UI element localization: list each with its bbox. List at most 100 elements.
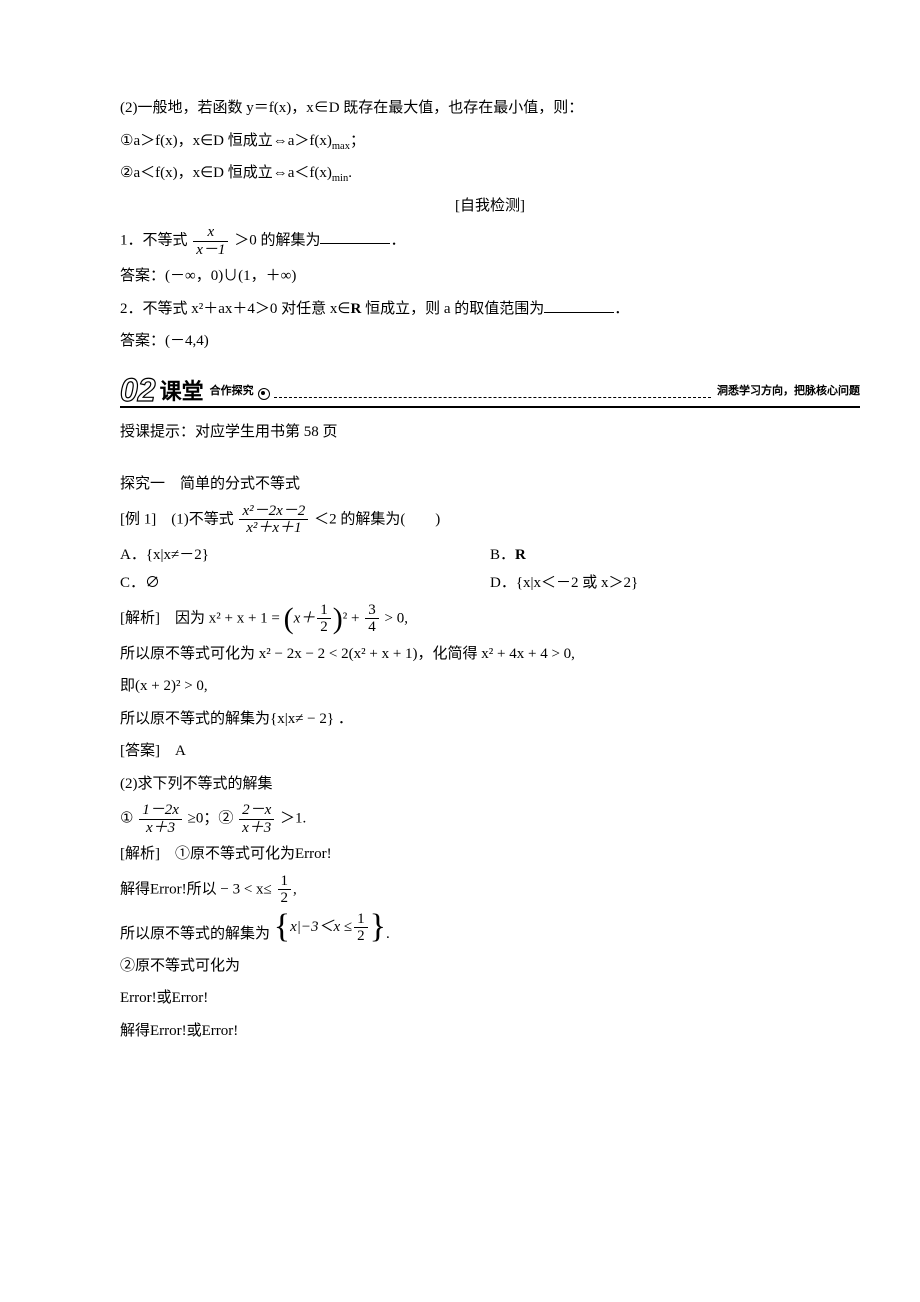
denominator: 2	[278, 890, 292, 907]
bullet-icon	[258, 388, 270, 400]
text: ≥0；②	[188, 810, 234, 826]
text: ①	[120, 810, 133, 826]
line-general: (2)一般地，若函数 y＝f(x)，x∈D 既存在最大值，也存在最小值，则：	[120, 94, 860, 123]
lbrace-icon: {	[274, 917, 290, 937]
text: 1．不等式	[120, 232, 188, 248]
fraction: 1 2	[354, 911, 368, 945]
text: ,	[293, 881, 297, 897]
example1: [例 1] (1)不等式 x²－2x－2 x²＋x＋1 ＜2 的解集为( )	[120, 503, 860, 537]
text: [解析] 因为 x² + x + 1 =	[120, 610, 280, 626]
text: ² +	[343, 610, 360, 626]
part2-items: ① 1－2x x＋3 ≥0；② 2－x x＋3 ＞1.	[120, 802, 860, 836]
denominator: 2	[354, 928, 368, 945]
analysis4: 所以原不等式的解集为{x|x≠ − 2} ．	[120, 705, 860, 734]
lparen-icon: (	[284, 602, 294, 635]
text: 恒成立，则 a 的取值范围为	[361, 301, 544, 317]
text: [答案] A	[120, 743, 186, 759]
teach-note: 授课提示：对应学生用书第 58 页	[120, 418, 860, 447]
analysis1: [解析] 因为 x² + x + 1 = (x＋12)² + 34 > 0,	[120, 602, 860, 636]
answer1: [答案] A	[120, 737, 860, 766]
banner-title: 课堂	[160, 379, 204, 405]
denominator: 2	[317, 619, 331, 636]
numerator: x	[193, 224, 228, 242]
analysis3: 即(x + 2)² > 0,	[120, 672, 860, 701]
text: 即(x + 2)² > 0,	[120, 678, 208, 694]
text: (2)求下列不等式的解集	[120, 776, 273, 792]
text: 所以原不等式的解集为	[120, 925, 270, 941]
analysis6: 解得Error!所以 − 3 < x≤ 1 2 ,	[120, 873, 860, 907]
denominator: 4	[365, 619, 379, 636]
numerator: 1	[278, 873, 292, 891]
q2: 2．不等式 x²＋ax＋4＞0 对任意 x∈R 恒成立，则 a 的取值范围为 ．	[120, 295, 860, 324]
banner-number: 02	[120, 374, 156, 406]
text: ＞1.	[280, 810, 306, 826]
text: ．	[614, 301, 629, 317]
option-c: C．∅	[120, 575, 160, 591]
analysis7: 所以原不等式的解集为 { x|−3＜x ≤ 1 2 } .	[120, 911, 860, 948]
sub-min: min	[332, 173, 348, 184]
denominator: x＋3	[139, 820, 182, 837]
a2: 答案：(－4,4)	[120, 327, 860, 356]
analysis5: [解析] ①原不等式可化为Error!	[120, 840, 860, 869]
text: ．	[390, 232, 405, 248]
numerator: 1－2x	[139, 802, 182, 820]
fraction: 34	[365, 602, 379, 636]
text: [自我检测]	[455, 198, 525, 214]
denominator: x－1	[193, 242, 228, 259]
sub-max: max	[332, 141, 350, 152]
option-a: A．{x|x≠－2}	[120, 547, 209, 563]
options-row2: C．∅ D．{x|x＜－2 或 x＞2}	[120, 569, 860, 598]
self-check-heading: [自我检测]	[120, 192, 860, 221]
line-cond1: ①a＞f(x)，x∈D 恒成立⇔a＞f(x)max；	[120, 127, 860, 156]
numerator: 1	[317, 602, 331, 620]
fraction: 1 2	[278, 873, 292, 907]
denominator: x²＋x＋1	[239, 520, 308, 537]
option-b-R: R	[515, 547, 526, 563]
numerator: 1	[354, 911, 368, 929]
analysis2: 所以原不等式可化为 x² − 2x − 2 < 2(x² + x + 1)，化简…	[120, 640, 860, 669]
fraction: 12	[317, 602, 331, 636]
rparen-icon: )	[333, 602, 343, 635]
text: ＞0 的解集为	[234, 232, 320, 248]
dash-line	[274, 397, 711, 398]
fraction: 1－2x x＋3	[139, 802, 182, 836]
numerator: 3	[365, 602, 379, 620]
text: 所以原不等式的解集为{x|x≠ − 2} ．	[120, 711, 353, 727]
text: 授课提示：对应学生用书第 58 页	[120, 424, 338, 440]
option-d: D．{x|x＜－2 或 x＞2}	[490, 575, 638, 591]
fraction: x x－1	[193, 224, 228, 258]
text: [解析] ①原不等式可化为Error!	[120, 846, 332, 862]
numerator: x²－2x－2	[239, 503, 308, 521]
text: .	[386, 925, 390, 941]
fraction: x²－2x－2 x²＋x＋1	[239, 503, 308, 537]
text: 探究一 简单的分式不等式	[120, 476, 300, 492]
analysis8: ②原不等式可化为	[120, 952, 860, 981]
text: 2．不等式 x²＋ax＋4＞0 对任意 x∈	[120, 301, 350, 317]
options-row1: A．{x|x≠－2} B．R	[120, 541, 860, 570]
text: ②a＜f(x)，x∈D 恒成立⇔a＜f(x)	[120, 165, 332, 181]
text: 所以原不等式可化为 x² − 2x − 2 < 2(x² + x + 1)，化简…	[120, 646, 575, 662]
blank	[320, 228, 390, 244]
set-R: R	[350, 301, 361, 317]
analysis10: 解得Error!或Error!	[120, 1017, 860, 1046]
text: ①a＞f(x)，x∈D 恒成立⇔a＞f(x)	[120, 133, 332, 149]
set-brace: { x|−3＜x ≤ 1 2 }	[274, 911, 386, 945]
q1: 1．不等式 x x－1 ＞0 的解集为 ．	[120, 224, 860, 258]
blank	[544, 297, 614, 313]
text: [例 1] (1)不等式	[120, 511, 234, 527]
numerator: 2－x	[239, 802, 274, 820]
text: Error!或Error!	[120, 990, 208, 1006]
section-banner: 02 课堂 合作探究 洞悉学习方向，把脉核心问题	[120, 374, 860, 408]
text: ＜2 的解集为( )	[314, 511, 440, 527]
rbrace-icon: }	[370, 917, 386, 937]
line-cond2: ②a＜f(x)，x∈D 恒成立⇔a＜f(x)min.	[120, 159, 860, 188]
denominator: x＋3	[239, 820, 274, 837]
text: 答案：(－∞，0)∪(1，＋∞)	[120, 268, 296, 284]
banner-tagline: 洞悉学习方向，把脉核心问题	[717, 381, 860, 406]
text: (2)一般地，若函数 y＝f(x)，x∈D 既存在最大值，也存在最小值，则：	[120, 100, 583, 116]
text: 解得Error!所以 − 3 < x≤	[120, 881, 272, 897]
tanjiu-heading: 探究一 简单的分式不等式	[120, 470, 860, 499]
text: x＋	[294, 610, 316, 626]
text: ；	[350, 133, 365, 149]
text: 答案：(－4,4)	[120, 333, 209, 349]
